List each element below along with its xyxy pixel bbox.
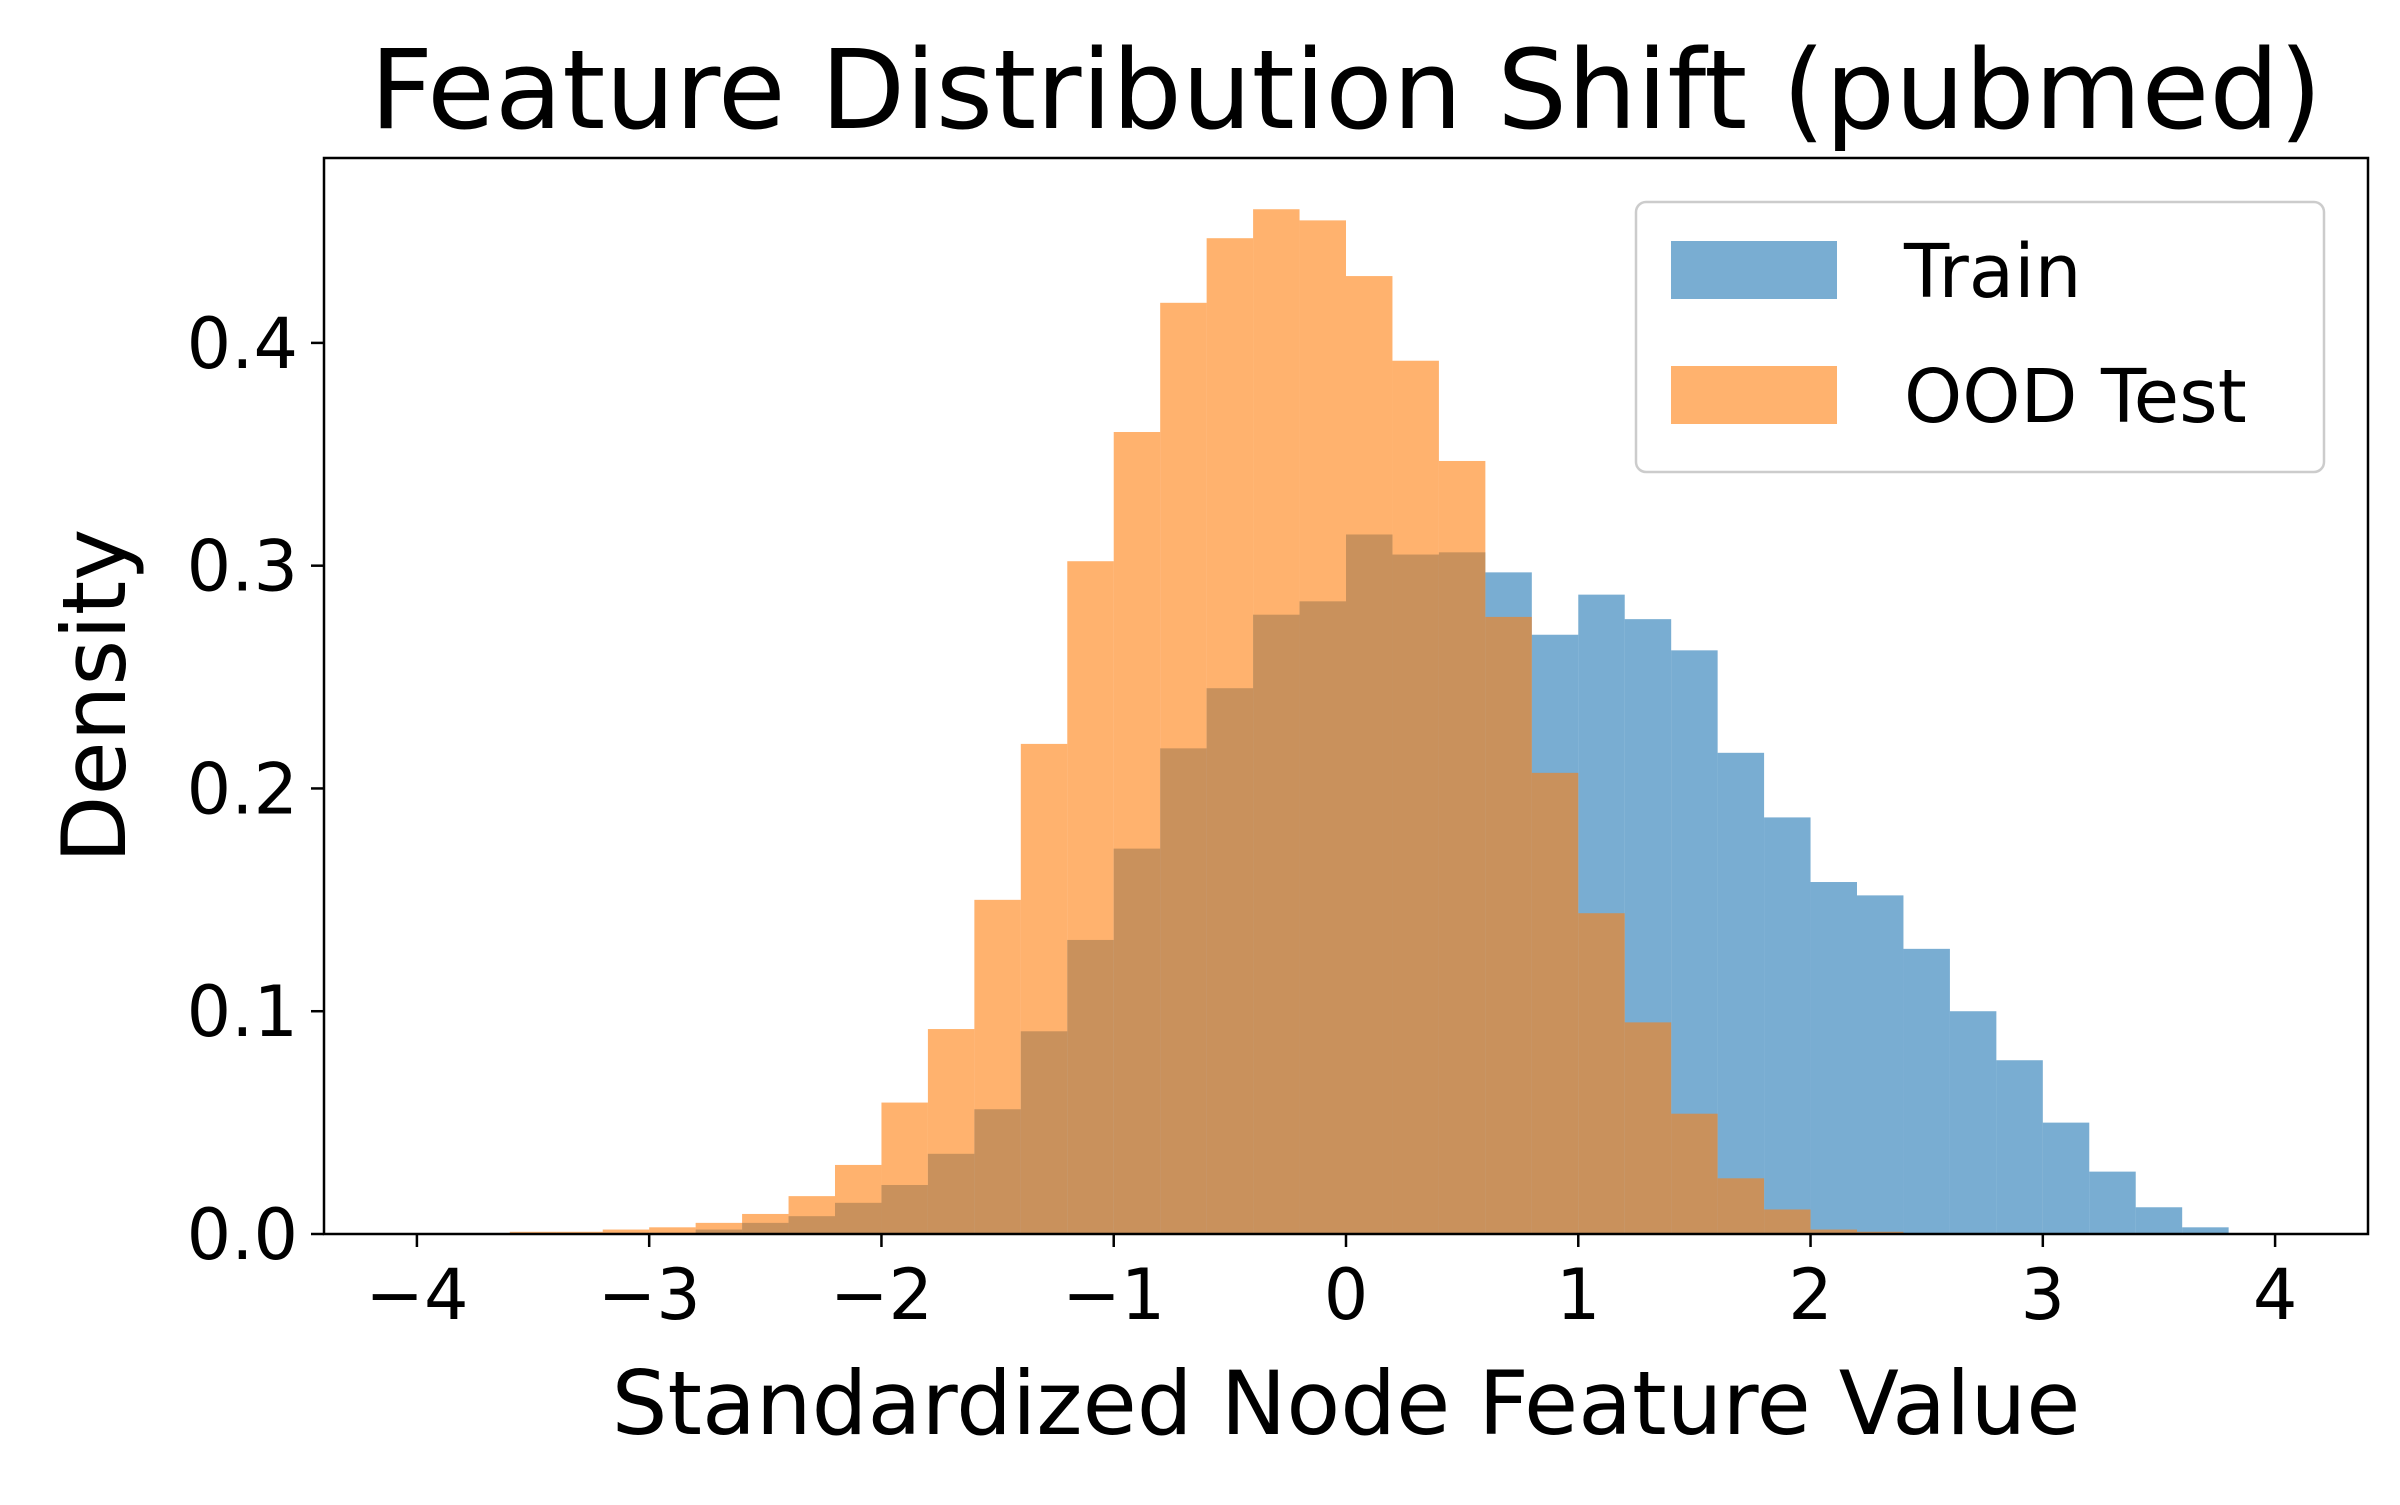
bar-ood-test-5 — [649, 1227, 696, 1234]
y-tick-label: 0.1 — [187, 971, 298, 1053]
bar-train-32 — [1903, 948, 1950, 1234]
x-tick-label: 0 — [1324, 1254, 1369, 1336]
bar-ood-test-26 — [1624, 1022, 1672, 1234]
y-tick-label: 0.2 — [187, 748, 298, 830]
legend-swatch-ood-test — [1671, 366, 1837, 424]
y-axis-ticks: 0.0 0.1 0.2 0.3 0.4 — [187, 303, 324, 1276]
y-axis-label: Density — [43, 529, 146, 864]
bar-train-31 — [1857, 895, 1904, 1234]
legend-swatch-train — [1671, 241, 1837, 299]
x-tick-label: −4 — [365, 1254, 468, 1336]
y-tick-label: 0.4 — [187, 303, 298, 385]
x-tick-label: 1 — [1556, 1254, 1601, 1336]
bar-ood-test-11 — [927, 1029, 975, 1234]
bar-ood-test-30 — [1810, 1229, 1857, 1234]
bar-ood-test-10 — [881, 1102, 928, 1234]
bar-ood-test-25 — [1578, 913, 1625, 1234]
legend-label-ood-test: OOD Test — [1904, 354, 2247, 440]
bar-ood-test-24 — [1531, 772, 1579, 1234]
bar-ood-test-20 — [1346, 276, 1393, 1234]
bar-ood-test-8 — [788, 1196, 835, 1234]
bar-ood-test-28 — [1717, 1178, 1765, 1234]
x-tick-label: −2 — [830, 1254, 933, 1336]
y-tick-label: 0.3 — [187, 526, 298, 608]
bar-train-36 — [2089, 1171, 2136, 1234]
bar-ood-test-16 — [1160, 302, 1207, 1234]
x-tick-label: 4 — [2253, 1254, 2298, 1336]
legend-label-train: Train — [1903, 229, 2082, 315]
bar-ood-test-29 — [1764, 1209, 1811, 1234]
bar-train-37 — [2135, 1207, 2183, 1234]
x-tick-label: −1 — [1062, 1254, 1165, 1336]
x-axis-label: Standardized Node Feature Value — [612, 1352, 2081, 1455]
bar-ood-test-6 — [695, 1222, 743, 1234]
bar-ood-test-23 — [1485, 616, 1532, 1234]
bar-ood-test-22 — [1438, 460, 1486, 1234]
bar-ood-test-4 — [602, 1229, 650, 1234]
y-tick-label: 0.0 — [187, 1194, 298, 1276]
x-axis-ticks: −4 −3 −2 −1 0 1 2 3 4 — [365, 1234, 2297, 1336]
legend: Train OOD Test — [1634, 200, 2326, 474]
bar-ood-test-12 — [974, 899, 1021, 1234]
bar-train-33 — [1949, 1011, 1997, 1234]
bar-ood-test-17 — [1206, 238, 1254, 1235]
bar-ood-test-27 — [1671, 1113, 1718, 1234]
bar-ood-test-13 — [1020, 743, 1068, 1234]
bar-train-29 — [1764, 817, 1811, 1234]
bar-ood-test-7 — [742, 1213, 789, 1234]
bar-train-35 — [2042, 1122, 2090, 1234]
bar-ood-test-15 — [1113, 432, 1161, 1234]
series-ood-test — [509, 209, 1904, 1235]
bar-ood-test-18 — [1253, 209, 1300, 1235]
histogram-bars — [509, 209, 2229, 1235]
bar-ood-test-9 — [835, 1164, 882, 1234]
bar-ood-test-19 — [1299, 220, 1346, 1234]
bar-train-38 — [2182, 1227, 2229, 1234]
bar-ood-test-14 — [1067, 561, 1114, 1234]
chart-title: Feature Distribution Shift (pubmed) — [370, 26, 2322, 154]
bar-train-34 — [1996, 1060, 2043, 1234]
bar-train-30 — [1810, 882, 1857, 1234]
x-tick-label: −3 — [598, 1254, 701, 1336]
x-tick-label: 2 — [1788, 1254, 1833, 1336]
bar-ood-test-21 — [1392, 360, 1439, 1235]
x-tick-label: 3 — [2021, 1254, 2066, 1336]
bar-train-28 — [1717, 752, 1765, 1234]
